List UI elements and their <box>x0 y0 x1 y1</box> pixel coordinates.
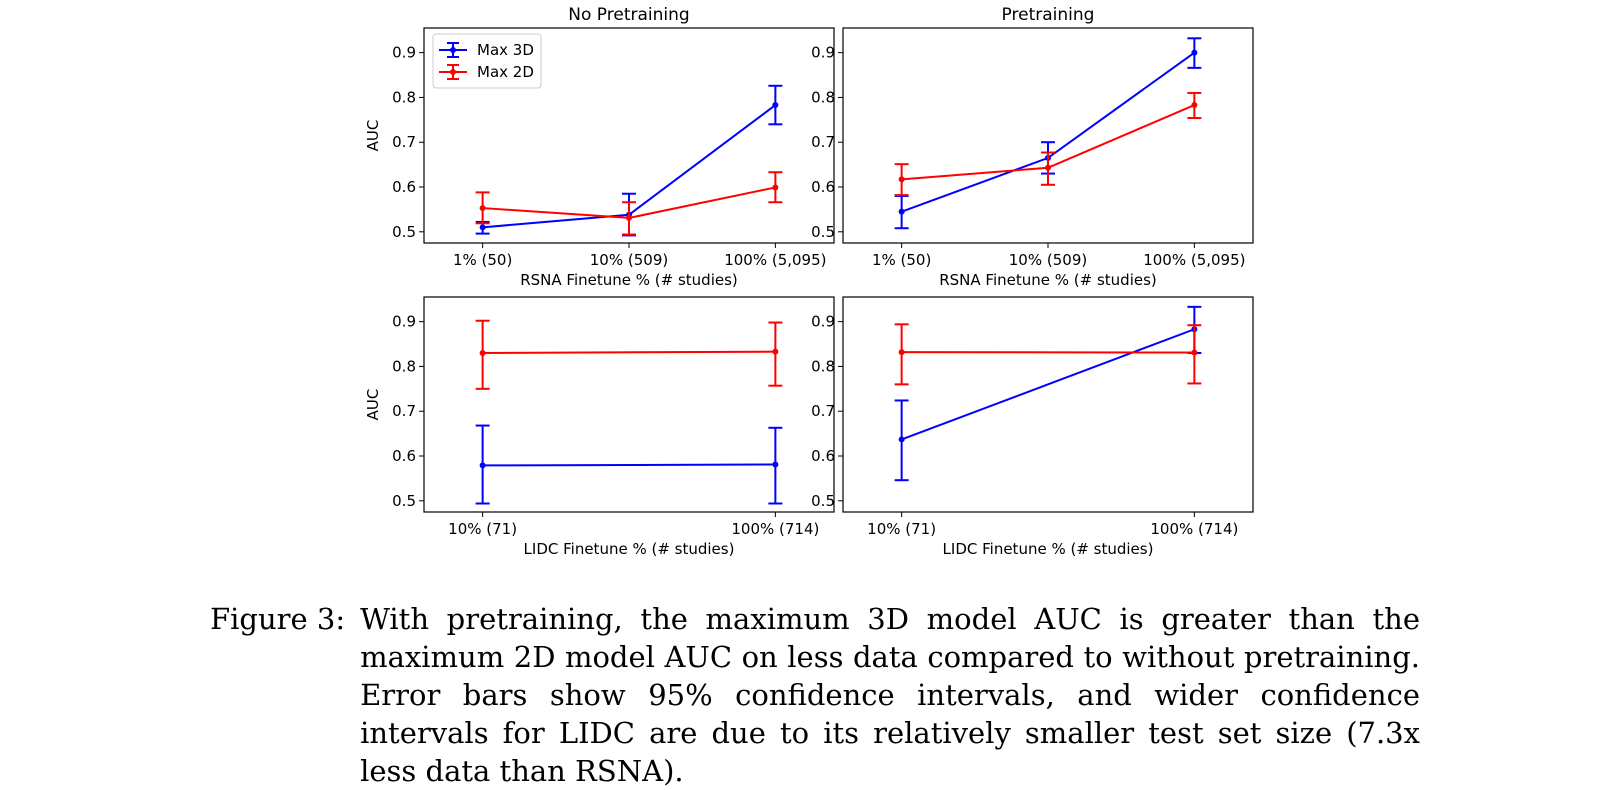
legend-swatch-marker <box>450 69 456 75</box>
figure-caption: Figure 3: With pretraining, the maximum … <box>210 600 1420 790</box>
y-tick-label: 0.7 <box>392 402 416 420</box>
data-point <box>480 462 486 468</box>
x-tick-label: 100% (5,095) <box>724 251 826 269</box>
subplot-3: 0.5 0.6 0.7 0.8 0.9 10% (71) 100% (714) LIDC Fi… <box>364 297 834 558</box>
legend-item: Max 2D <box>439 63 534 81</box>
data-point <box>1191 102 1197 108</box>
series-line <box>483 465 776 466</box>
y-axis-label: AUC <box>364 120 382 152</box>
y-tick-label: 0.7 <box>811 402 835 420</box>
y-tick-label: 0.9 <box>811 44 835 62</box>
x-tick-label: 100% (714) <box>1150 520 1238 538</box>
legend-item: Max 3D <box>439 41 534 59</box>
series-max-3d <box>895 307 1202 480</box>
data-point <box>899 209 905 215</box>
x-axis-label: LIDC Finetune % (# studies) <box>524 540 735 558</box>
data-point <box>1191 350 1197 356</box>
x-tick-label: 10% (71) <box>867 520 936 538</box>
y-tick-label: 0.8 <box>811 357 835 375</box>
data-point <box>1191 50 1197 56</box>
y-tick-label: 0.9 <box>811 313 835 331</box>
series-max-2d <box>476 321 783 389</box>
figure: 0.5 0.6 0.7 0.8 0.9 1% (50) 10% (509) 100% (5,0… <box>0 0 1618 570</box>
data-point <box>626 215 632 221</box>
caption-label: Figure 3: <box>210 600 360 790</box>
series-line <box>483 352 776 353</box>
data-point <box>480 205 486 211</box>
legend-label: Max 2D <box>477 63 534 81</box>
legend-swatch-marker <box>450 47 456 53</box>
data-point <box>772 184 778 190</box>
data-point <box>899 436 905 442</box>
data-point <box>480 350 486 356</box>
series-line <box>902 53 1195 212</box>
y-tick-label: 0.7 <box>811 133 835 151</box>
y-tick-label: 0.9 <box>392 313 416 331</box>
chart-grid: 0.5 0.6 0.7 0.8 0.9 1% (50) 10% (509) 100% (5,0… <box>0 0 1618 570</box>
axes-frame <box>424 297 834 512</box>
y-axis-label: AUC <box>364 389 382 421</box>
x-tick-label: 100% (714) <box>731 520 819 538</box>
subplot-1: 0.5 0.6 0.7 0.8 0.9 1% (50) 10% (509) 100% (5,0… <box>364 5 834 289</box>
data-point <box>1045 165 1051 171</box>
data-point <box>772 102 778 108</box>
x-tick-label: 100% (5,095) <box>1143 251 1245 269</box>
y-tick-label: 0.5 <box>392 492 416 510</box>
x-tick-label: 1% (50) <box>872 251 931 269</box>
x-tick-label: 10% (509) <box>1009 251 1087 269</box>
y-tick-label: 0.5 <box>392 223 416 241</box>
x-tick-label: 10% (71) <box>448 520 517 538</box>
data-point <box>480 224 486 230</box>
x-tick-label: 10% (509) <box>590 251 668 269</box>
subplot-title: No Pretraining <box>568 5 689 25</box>
y-tick-label: 0.9 <box>392 44 416 62</box>
series-max-3d <box>476 426 783 504</box>
y-tick-label: 0.6 <box>811 447 835 465</box>
subplot-title: Pretraining <box>1002 5 1095 25</box>
y-tick-label: 0.5 <box>811 492 835 510</box>
series-max-2d <box>476 172 783 234</box>
y-tick-label: 0.8 <box>811 88 835 106</box>
caption-text: With pretraining, the maximum 3D model A… <box>360 600 1420 790</box>
y-tick-label: 0.6 <box>392 447 416 465</box>
subplot-4: 0.5 0.6 0.7 0.8 0.9 10% (71) 100% (714) LIDC Fi… <box>811 297 1253 558</box>
x-axis-label: LIDC Finetune % (# studies) <box>943 540 1154 558</box>
legend-label: Max 3D <box>477 41 534 59</box>
x-tick-label: 1% (50) <box>453 251 512 269</box>
y-tick-label: 0.5 <box>811 223 835 241</box>
legend: Max 3D Max 2D <box>433 34 541 88</box>
data-point <box>772 462 778 468</box>
data-point <box>899 176 905 182</box>
data-point <box>899 349 905 355</box>
y-tick-label: 0.7 <box>392 133 416 151</box>
x-axis-label: RSNA Finetune % (# studies) <box>939 271 1157 289</box>
data-point <box>772 349 778 355</box>
y-tick-label: 0.8 <box>392 357 416 375</box>
series-line <box>902 329 1195 439</box>
y-tick-label: 0.8 <box>392 88 416 106</box>
series-max-2d <box>895 324 1202 384</box>
series-max-3d <box>895 38 1202 228</box>
y-tick-label: 0.6 <box>811 178 835 196</box>
subplot-2: 0.5 0.6 0.7 0.8 0.9 1% (50) 10% (509) 100% (5,0… <box>811 5 1253 289</box>
x-axis-label: RSNA Finetune % (# studies) <box>520 271 738 289</box>
y-tick-label: 0.6 <box>392 178 416 196</box>
